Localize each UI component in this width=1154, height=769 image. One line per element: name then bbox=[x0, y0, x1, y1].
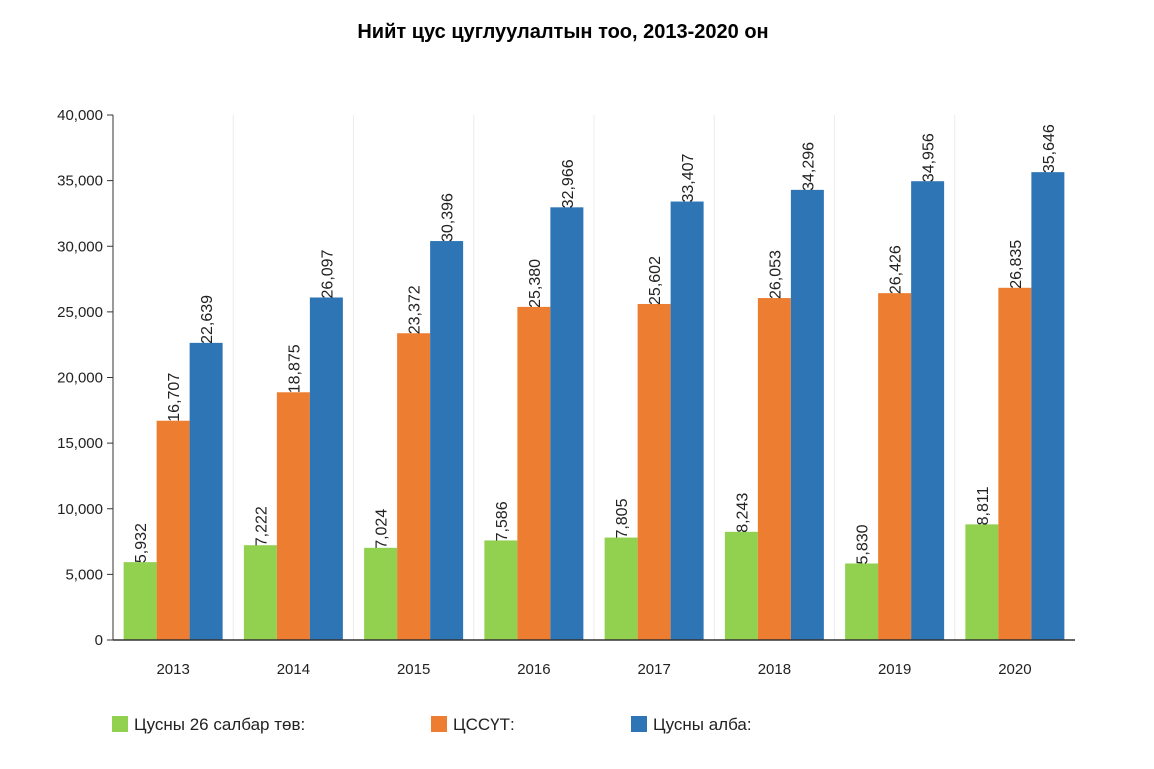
x-tick-label: 2020 bbox=[998, 661, 1031, 678]
bar bbox=[845, 563, 879, 640]
data-label: 8,811 bbox=[975, 486, 992, 525]
data-label: 25,380 bbox=[527, 259, 544, 308]
data-label: 35,646 bbox=[1041, 124, 1058, 173]
y-tick-label: 35,000 bbox=[57, 173, 103, 190]
x-tick-label: 2019 bbox=[878, 661, 911, 678]
data-label: 32,966 bbox=[560, 159, 577, 208]
axes: 0 5,000 10,000 15,000 20,000 25,000 30,000 35,0… bbox=[57, 107, 1075, 678]
bar bbox=[517, 306, 551, 640]
data-label: 30,396 bbox=[440, 193, 457, 242]
y-tick-label: 15,000 bbox=[57, 435, 103, 452]
gridlines bbox=[232, 115, 956, 640]
x-tick-label: 2016 bbox=[517, 661, 550, 678]
data-label: 7,024 bbox=[374, 509, 391, 549]
data-label: 18,875 bbox=[286, 344, 303, 393]
x-tick-label: 2017 bbox=[637, 661, 670, 678]
data-label: 25,602 bbox=[647, 256, 664, 305]
bars bbox=[123, 172, 1065, 641]
data-label: 26,097 bbox=[319, 249, 336, 298]
y-tick-label: 25,000 bbox=[57, 304, 103, 321]
y-tick-label: 10,000 bbox=[57, 501, 103, 518]
y-tick-label: 20,000 bbox=[57, 370, 103, 387]
data-label: 5,932 bbox=[133, 523, 150, 563]
data-label: 26,053 bbox=[767, 250, 784, 299]
x-tick-label: 2013 bbox=[156, 661, 189, 678]
data-labels: 5,932 7,222 7,024 7,586 7,805 8,243 5,830 8,811… bbox=[133, 124, 1058, 564]
bar bbox=[790, 189, 824, 641]
bar bbox=[637, 303, 671, 640]
bar bbox=[397, 333, 431, 640]
bar bbox=[276, 392, 310, 640]
bar bbox=[724, 531, 758, 640]
data-label: 23,372 bbox=[407, 285, 424, 334]
data-label: 8,243 bbox=[734, 493, 751, 533]
bar bbox=[670, 201, 704, 640]
bar bbox=[430, 241, 464, 641]
bar bbox=[965, 524, 999, 640]
bar bbox=[309, 297, 343, 640]
x-tick-label: 2014 bbox=[277, 661, 310, 678]
data-label: 7,586 bbox=[494, 501, 511, 541]
data-label: 16,707 bbox=[166, 373, 183, 422]
bar bbox=[364, 547, 398, 640]
data-label: 5,830 bbox=[855, 524, 872, 564]
chart-title: Нийт цус цуглуулалтын тоо, 2013-2020 он bbox=[357, 21, 768, 43]
y-tick-label: 40,000 bbox=[57, 107, 103, 124]
x-tick-label: 2015 bbox=[397, 661, 430, 678]
data-label: 7,805 bbox=[614, 498, 631, 538]
bar bbox=[757, 298, 791, 640]
bar bbox=[156, 420, 190, 640]
data-label: 34,296 bbox=[800, 142, 817, 191]
legend-swatch bbox=[431, 716, 447, 732]
x-tick-label: 2018 bbox=[758, 661, 791, 678]
data-label: 34,956 bbox=[921, 133, 938, 182]
data-label: 22,639 bbox=[199, 295, 216, 344]
bar bbox=[189, 342, 223, 640]
y-tick-label: 30,000 bbox=[57, 238, 103, 255]
legend-swatch bbox=[112, 716, 128, 732]
bar bbox=[243, 545, 277, 640]
data-label: 7,222 bbox=[253, 506, 270, 546]
legend: Цусны 26 салбар төв: ЦССҮТ: Цусны алба: bbox=[112, 715, 752, 734]
data-label: 26,426 bbox=[888, 245, 905, 294]
bar bbox=[911, 181, 945, 640]
bar bbox=[484, 540, 518, 640]
data-label: 26,835 bbox=[1008, 240, 1025, 289]
y-tick-label: 5,000 bbox=[65, 566, 103, 583]
y-tick-label: 0 bbox=[95, 632, 103, 649]
bar bbox=[1031, 172, 1065, 641]
legend-label: Цусны 26 салбар төв: bbox=[134, 715, 305, 734]
legend-label: Цусны алба: bbox=[653, 715, 752, 734]
bar bbox=[123, 562, 157, 640]
data-label: 33,407 bbox=[680, 153, 697, 202]
bar bbox=[878, 293, 912, 640]
bar bbox=[998, 287, 1032, 640]
bar bbox=[550, 207, 584, 641]
legend-swatch bbox=[631, 716, 647, 732]
legend-label: ЦССҮТ: bbox=[453, 715, 515, 734]
bar bbox=[604, 537, 638, 640]
